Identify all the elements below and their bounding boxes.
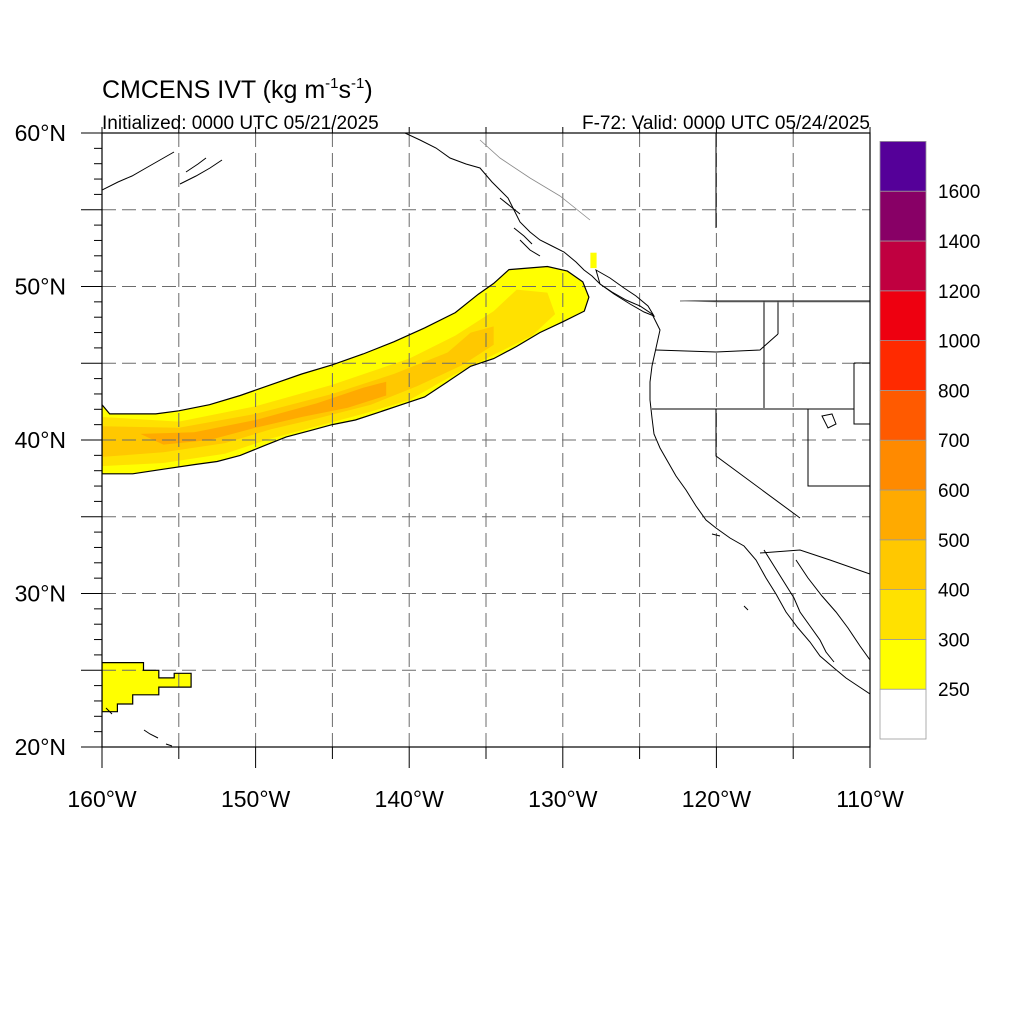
bc-islands [499, 197, 541, 257]
subtropical-patch-fill [102, 662, 192, 712]
colorbar: 250 300 400 500 600 700 800 1000 1200 1400 1600 [879, 140, 980, 740]
colorbar-box [879, 190, 927, 242]
colorbar-box [879, 389, 927, 441]
x-tick-label: 160°W [67, 786, 137, 812]
gulf-of-california-coast [795, 559, 870, 661]
colorbar-box [879, 639, 927, 690]
colorbar-box [879, 489, 927, 541]
ivt-fill-layer [102, 252, 597, 712]
thin-gray-borders [479, 139, 870, 303]
alaska-islands [102, 151, 223, 191]
colorbar-box [879, 240, 927, 292]
y-tick-label: 60°N [15, 120, 66, 146]
wyoming-utah-border [853, 362, 870, 425]
idaho-border [763, 301, 779, 408]
title-text: CMCENS IVT (kg m [102, 76, 325, 104]
washington-oregon-border [655, 333, 779, 353]
small-patch-fill [590, 252, 597, 269]
coastlines-and-borders [102, 133, 870, 747]
colorbar-box [879, 290, 927, 341]
baja-california-coast [763, 549, 835, 663]
y-tick-label: 20°N [15, 734, 66, 760]
colorbar-label: 1200 [938, 282, 980, 303]
colorbar-label: 400 [938, 581, 970, 602]
title-text-s: s [339, 76, 352, 104]
atmospheric-river-core-500 [140, 381, 387, 445]
map-title: CMCENS IVT (kg m-1s-1) [102, 75, 373, 104]
colorbar-box [879, 589, 927, 640]
colorbar-label: 1400 [938, 232, 980, 253]
title-superscript-2: -1 [351, 75, 364, 92]
colorbar-box [879, 688, 927, 740]
us-mexico-border [759, 549, 870, 575]
y-tick-label: 30°N [15, 581, 66, 607]
nevada-utah-border [807, 409, 870, 487]
x-tick-label: 140°W [375, 786, 445, 812]
title-superscript-1: -1 [325, 75, 338, 92]
colorbar-label: 500 [938, 531, 970, 552]
colorbar-label: 800 [938, 381, 970, 402]
y-tick-label: 40°N [15, 427, 66, 453]
alaska-canada-coastal-border [479, 139, 591, 221]
colorbar-label: 1600 [938, 182, 980, 203]
title-close-paren: ) [364, 76, 372, 104]
great-salt-lake [821, 413, 837, 429]
lat-lon-grid [102, 133, 870, 747]
atmospheric-river-outline [102, 265, 590, 475]
canada-provincial-border [679, 300, 870, 303]
x-tick-label: 110°W [836, 786, 904, 812]
colorbar-box [879, 140, 927, 192]
political-borders [652, 133, 870, 575]
colorbar-label: 300 [938, 630, 970, 651]
california-nevada-border [715, 409, 801, 519]
colorbar-label: 700 [938, 431, 970, 452]
axis-ticks [81, 127, 871, 768]
x-tick-label: 120°W [682, 786, 752, 812]
y-tick-label: 50°N [15, 274, 66, 300]
x-tick-label: 150°W [221, 786, 291, 812]
x-axis-tick-labels: 160°W 150°W 140°W 130°W 120°W 110°W [67, 786, 904, 812]
ivt-250-contour [102, 265, 590, 713]
map-plot-area [102, 133, 870, 747]
vancouver-island [595, 268, 656, 318]
colorbar-box [879, 439, 927, 491]
colorbar-box [879, 340, 927, 391]
initialized-time-label: Initialized: 0000 UTC 05/21/2025 [102, 113, 379, 134]
channel-islands [105, 533, 749, 747]
x-tick-label: 130°W [528, 786, 598, 812]
colorbar-box [879, 539, 927, 590]
subtropical-patch-outline [102, 662, 192, 713]
colorbar-label: 600 [938, 481, 970, 502]
valid-time-label: F-72: Valid: 0000 UTC 05/24/2025 [582, 113, 870, 134]
colorbar-label: 1000 [938, 332, 980, 353]
y-axis-tick-labels: 60°N 50°N 40°N 30°N 20°N [15, 120, 66, 760]
colorbar-label: 250 [938, 680, 970, 701]
atmospheric-river-core-400 [102, 326, 494, 457]
north-american-coastline [404, 133, 870, 695]
